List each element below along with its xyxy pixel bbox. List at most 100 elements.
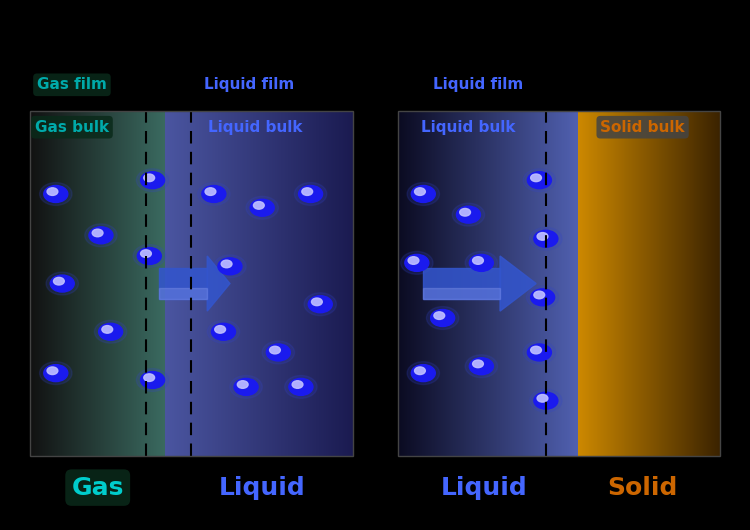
Bar (624, 111, 626, 456)
Circle shape (47, 188, 58, 196)
Bar (131, 111, 132, 456)
Bar (608, 111, 609, 456)
Bar (561, 111, 562, 456)
Bar (621, 111, 622, 456)
Bar (403, 111, 404, 456)
Bar (301, 111, 302, 456)
Bar (682, 111, 683, 456)
Bar (683, 111, 685, 456)
Bar (194, 111, 196, 456)
Bar (512, 111, 513, 456)
Bar (294, 111, 296, 456)
Bar (270, 111, 272, 456)
Circle shape (470, 358, 494, 375)
Bar (408, 111, 410, 456)
Bar (488, 111, 489, 456)
Bar (708, 111, 710, 456)
Bar (281, 111, 283, 456)
Bar (247, 111, 248, 456)
Circle shape (405, 254, 429, 271)
Circle shape (294, 182, 327, 206)
Bar (566, 111, 567, 456)
Circle shape (407, 182, 440, 206)
Bar (258, 111, 260, 456)
Bar (113, 111, 115, 456)
Bar (615, 111, 616, 456)
Bar (419, 111, 421, 456)
Circle shape (304, 293, 337, 316)
Bar (519, 111, 520, 456)
Bar (127, 111, 128, 456)
Bar (584, 111, 586, 456)
Bar (667, 111, 668, 456)
Bar (582, 111, 584, 456)
Bar (586, 111, 588, 456)
Bar (591, 111, 592, 456)
Bar (544, 111, 545, 456)
Bar (564, 111, 565, 456)
Bar (191, 111, 193, 456)
Bar (632, 111, 633, 456)
Bar (554, 111, 555, 456)
Circle shape (524, 341, 556, 364)
Bar (587, 111, 589, 456)
Bar (37, 111, 38, 456)
Bar (269, 111, 271, 456)
Bar (398, 111, 399, 456)
Bar (230, 111, 232, 456)
Circle shape (415, 367, 425, 375)
Bar (427, 111, 429, 456)
Bar (527, 111, 529, 456)
Bar (416, 111, 418, 456)
Bar (509, 111, 510, 456)
Bar (421, 111, 422, 456)
Bar (608, 111, 609, 456)
Bar (568, 111, 569, 456)
Bar (655, 111, 656, 456)
Bar (40, 111, 41, 456)
Bar (610, 111, 612, 456)
Bar (551, 111, 553, 456)
Bar (417, 111, 418, 456)
Bar (264, 111, 266, 456)
Bar (170, 111, 172, 456)
Bar (194, 111, 195, 456)
Bar (306, 111, 308, 456)
Bar (158, 111, 159, 456)
Bar (542, 111, 543, 456)
Bar (316, 111, 317, 456)
Bar (92, 111, 94, 456)
Bar (68, 111, 69, 456)
Bar (320, 111, 321, 456)
Bar (513, 111, 514, 456)
Bar (443, 111, 445, 456)
Bar (439, 111, 440, 456)
Bar (452, 111, 453, 456)
Circle shape (40, 361, 72, 385)
Bar (351, 111, 352, 456)
Bar (686, 111, 687, 456)
Bar (575, 111, 577, 456)
Bar (625, 111, 626, 456)
Bar (611, 111, 613, 456)
Bar (251, 111, 252, 456)
Bar (524, 111, 526, 456)
Bar (664, 111, 666, 456)
Bar (588, 111, 590, 456)
Bar (448, 111, 449, 456)
Bar (47, 111, 49, 456)
Bar (484, 111, 485, 456)
Bar (332, 111, 333, 456)
Bar (34, 111, 35, 456)
Text: Solid: Solid (608, 475, 678, 500)
Bar (173, 111, 174, 456)
Bar (159, 111, 160, 456)
Bar (451, 111, 452, 456)
Bar (646, 111, 647, 456)
Bar (592, 111, 593, 456)
Circle shape (85, 224, 117, 247)
Bar (246, 111, 248, 456)
Bar (599, 111, 600, 456)
Bar (688, 111, 689, 456)
Bar (126, 111, 127, 456)
